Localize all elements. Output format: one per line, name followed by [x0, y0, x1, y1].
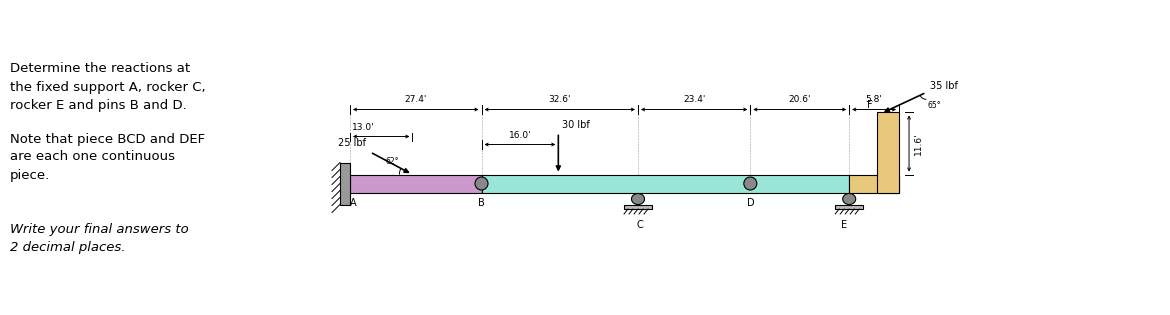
Text: Note that piece BCD and DEF
are each one continuous
piece.: Note that piece BCD and DEF are each one…: [11, 133, 205, 181]
Text: Write your final answers to
2 decimal places.: Write your final answers to 2 decimal pl…: [11, 222, 188, 254]
Bar: [624, 204, 652, 209]
Bar: [340, 163, 350, 204]
Bar: [849, 175, 899, 192]
Text: F: F: [867, 100, 873, 111]
Polygon shape: [842, 193, 855, 204]
Text: E: E: [841, 220, 847, 231]
Text: 65°: 65°: [928, 101, 941, 110]
Text: 20.6': 20.6': [789, 94, 811, 104]
Text: D: D: [746, 198, 755, 208]
Text: 11.6': 11.6': [914, 132, 923, 155]
Text: A: A: [350, 198, 357, 208]
Text: Determine the reactions at
the fixed support A, rocker C,
rocker E and pins B an: Determine the reactions at the fixed sup…: [11, 62, 206, 112]
Text: 27.4': 27.4': [405, 94, 427, 104]
Circle shape: [744, 177, 757, 190]
Bar: [482, 175, 849, 192]
Text: B: B: [479, 198, 484, 208]
Text: 5.8': 5.8': [866, 94, 882, 104]
Text: 35 lbf: 35 lbf: [930, 81, 958, 91]
Text: 32.6': 32.6': [549, 94, 571, 104]
Circle shape: [475, 177, 488, 190]
Bar: [878, 112, 899, 192]
Bar: [350, 175, 482, 192]
Text: 25 lbf: 25 lbf: [338, 138, 366, 148]
Text: 16.0': 16.0': [509, 131, 531, 140]
Text: 23.4': 23.4': [683, 94, 706, 104]
Polygon shape: [632, 193, 645, 204]
Text: C: C: [636, 220, 644, 231]
Text: 62°: 62°: [386, 157, 399, 165]
Text: 13.0': 13.0': [352, 123, 374, 131]
Bar: [835, 204, 863, 209]
Text: 30 lbf: 30 lbf: [563, 121, 590, 130]
